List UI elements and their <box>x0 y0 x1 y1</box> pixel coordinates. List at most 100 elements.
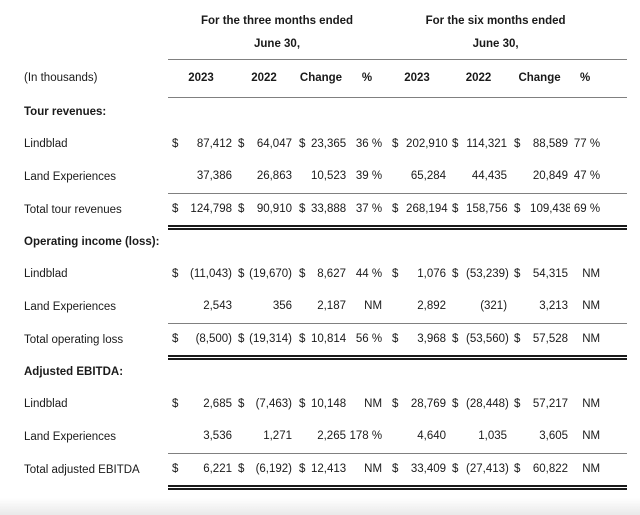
table-row: Lindblad $87,412 $64,047 $23,365 36 % $202,91… <box>0 127 627 160</box>
amount-cell: 60,822 <box>530 452 571 490</box>
three-months-period-label: For the three months ended <box>200 15 354 28</box>
currency-symbol-cell: $ <box>452 267 459 280</box>
amount-cell: 3,536 <box>203 430 232 443</box>
col-header-pct-q: % <box>348 58 387 98</box>
currency-symbol-cell: $ <box>448 322 467 360</box>
currency-symbol-cell: $ <box>448 192 467 230</box>
row-label: Land Experiences <box>24 170 117 183</box>
amount-cell: 54,315 <box>532 267 569 280</box>
percent-change-cell: NM <box>364 300 383 313</box>
section-spacer <box>168 97 627 127</box>
amount-cell: 2,685 <box>203 397 232 410</box>
amount-cell: (28,448) <box>466 397 509 410</box>
amount-cell: (53,239) <box>466 267 509 280</box>
amount-cell: 37,386 <box>196 170 232 183</box>
currency-symbol-cell: $ <box>386 322 407 360</box>
col-header-2023-h: 2023 <box>386 58 449 98</box>
currency-symbol-cell <box>386 290 406 323</box>
table-row: Land Experiences 2,543 356 2,187 NM 2,892 (321… <box>0 290 627 323</box>
percent-change-cell: 39 % <box>355 170 383 183</box>
section-title: Tour revenues: <box>24 106 107 118</box>
amount-cell: 1,271 <box>263 430 292 443</box>
six-months-date-label: June 30, <box>472 38 519 51</box>
currency-symbol-cell: $ <box>299 267 306 280</box>
amount-cell: 88,589 <box>532 137 569 150</box>
amount-cell: 90,910 <box>249 192 294 230</box>
currency-symbol-cell: $ <box>509 322 531 360</box>
currency-symbol-cell <box>168 420 184 453</box>
amount-cell: 2,265 <box>317 430 346 443</box>
row-label: Land Experiences <box>24 430 117 443</box>
currency-symbol-cell: $ <box>392 397 399 410</box>
percent-change-cell: NM <box>582 397 601 410</box>
currency-symbol-cell <box>448 160 466 193</box>
currency-symbol-cell: $ <box>299 137 306 150</box>
percent-change-cell: NM <box>582 430 601 443</box>
currency-symbol-cell: $ <box>299 397 306 410</box>
amount-cell: 268,194 <box>406 192 449 230</box>
amount-cell: 87,412 <box>196 137 232 150</box>
currency-symbol-cell <box>509 290 530 323</box>
currency-symbol-cell: $ <box>238 137 245 150</box>
amount-cell: 1,076 <box>417 267 447 280</box>
row-label: Land Experiences <box>24 300 117 313</box>
currency-symbol-cell: $ <box>234 322 249 360</box>
column-header-row: (In thousands) 2023 2022 Change % 2023 2… <box>0 58 628 98</box>
table-row: Land Experiences 37,386 26,863 10,523 39 % 65… <box>0 160 627 193</box>
percent-change-cell: NM <box>364 397 383 410</box>
currency-symbol-cell: $ <box>448 452 467 490</box>
amount-cell: 3,213 <box>539 300 569 313</box>
total-row: Total adjusted EBITDA $6,221 $ (6,192) $12,4… <box>0 452 628 490</box>
col-header-2022-q: 2022 <box>234 58 294 98</box>
amount-cell: 8,627 <box>317 267 346 280</box>
amount-cell: 12,413 <box>311 452 348 490</box>
amount-cell: 2,187 <box>317 300 346 313</box>
page-bottom-fade <box>0 498 640 515</box>
amount-cell: 3,968 <box>406 322 449 360</box>
amount-cell: 28,769 <box>410 397 447 410</box>
header-spacer <box>0 8 168 59</box>
currency-symbol-cell <box>234 420 249 453</box>
amount-cell: 65,284 <box>410 170 447 183</box>
amount-cell: 158,756 <box>466 192 510 230</box>
percent-change-cell: 69 % <box>570 192 628 230</box>
amount-cell: 57,528 <box>530 322 571 360</box>
table-row: Lindblad $ (11,043) $ (19,670) $8,627 44 % $1,0… <box>0 257 627 290</box>
amount-cell: 4,640 <box>417 430 447 443</box>
total-row: Total tour revenues $124,798 $90,910 $33,88… <box>0 192 628 230</box>
currency-symbol-cell: $ <box>514 137 521 150</box>
currency-symbol-cell: $ <box>392 267 399 280</box>
percent-change-cell: NM <box>582 267 601 280</box>
currency-symbol-cell <box>294 160 311 193</box>
amount-cell: (7,463) <box>255 397 292 410</box>
currency-symbol-cell: $ <box>509 192 531 230</box>
currency-symbol-cell <box>234 290 249 323</box>
six-months-period-label: For the six months ended <box>425 15 566 28</box>
units-label: (In thousands) <box>24 72 98 84</box>
section-spacer <box>168 227 627 257</box>
currency-symbol-cell: $ <box>238 397 245 410</box>
amount-cell: 64,047 <box>256 137 292 150</box>
currency-symbol-cell: $ <box>172 137 179 150</box>
amount-cell: 44,435 <box>471 170 508 183</box>
currency-symbol-cell: $ <box>168 452 184 490</box>
currency-symbol-cell: $ <box>234 452 249 490</box>
percent-change-cell: NM <box>570 452 628 490</box>
currency-symbol-cell <box>386 420 406 453</box>
amount-cell: 33,409 <box>406 452 449 490</box>
currency-symbol-cell <box>386 160 406 193</box>
amount-cell: (19,670) <box>249 267 292 280</box>
row-label: Lindblad <box>24 137 68 150</box>
amount-cell: 10,148 <box>311 397 347 410</box>
currency-symbol-cell: $ <box>386 192 407 230</box>
section-title: Adjusted EBITDA: <box>24 366 124 378</box>
total-label: Total tour revenues <box>24 204 122 216</box>
col-header-change-h: Change <box>509 58 571 98</box>
amount-cell: 356 <box>272 300 292 313</box>
currency-symbol-cell: $ <box>168 322 184 360</box>
col-header-2023-q: 2023 <box>168 58 234 98</box>
table-row: Land Experiences 3,536 1,271 2,265 178 % 4,64… <box>0 420 627 453</box>
currency-symbol-cell: $ <box>514 267 521 280</box>
currency-symbol-cell <box>168 160 184 193</box>
currency-symbol-cell <box>448 420 466 453</box>
